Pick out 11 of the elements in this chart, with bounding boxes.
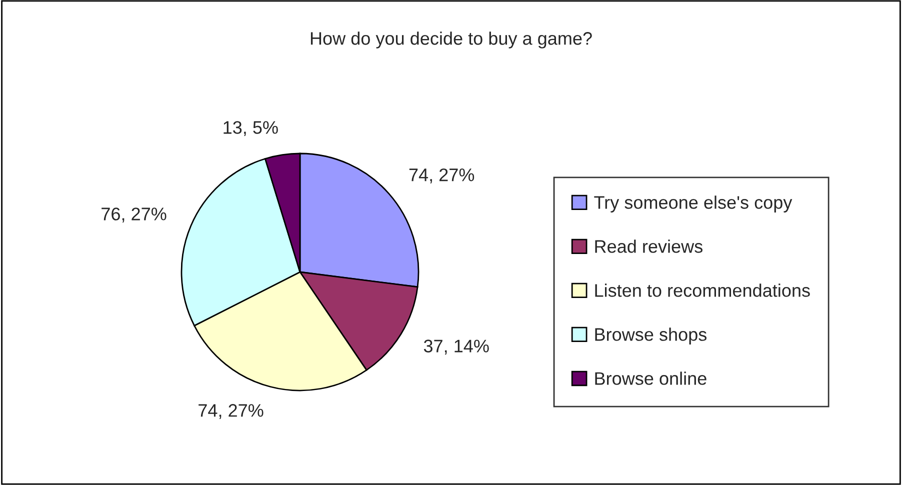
legend-label: Browse shops [595,328,706,344]
data-label: 37, 14% [424,340,489,355]
chart-title: How do you decide to buy a game? [310,32,592,48]
legend-label: Listen to recommendations [595,284,810,297]
legend-label: Try someone else's copy [594,196,792,212]
legend-label: Read reviews [595,240,702,253]
data-label: 13, 5% [224,121,278,136]
data-label: 74, 27% [409,168,474,184]
data-label: 74, 27% [198,404,264,419]
legend-label: Browse online [595,372,706,385]
data-label: 76, 27% [102,208,166,223]
